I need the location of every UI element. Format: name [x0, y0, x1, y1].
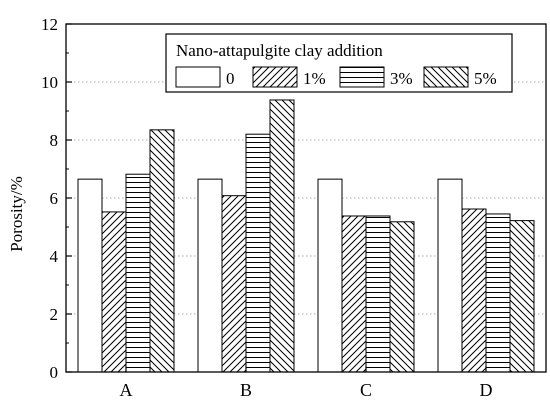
legend-title: Nano-attapulgite clay addition: [176, 41, 383, 60]
bar-C-0: [317, 178, 343, 373]
bar-A-3%: [125, 173, 151, 373]
legend-swatch-0: [175, 66, 221, 88]
y-axis-label: Porosity/%: [7, 176, 26, 252]
y-tick-label: 0: [50, 363, 59, 382]
axes: 0 2 4 6 8 10 12 A B C D: [41, 15, 547, 400]
legend-label-3%: 3%: [390, 69, 413, 88]
x-tick-label: D: [480, 380, 493, 400]
bar-A-1%: [101, 211, 127, 373]
legend-label-1%: 1%: [303, 69, 326, 88]
legend-label-5%: 5%: [474, 69, 497, 88]
bar-B-0: [197, 178, 223, 373]
bar-C-5%: [389, 221, 415, 373]
legend-swatch-1%: [252, 66, 298, 88]
bar-B-1%: [221, 195, 247, 373]
x-tick-label: A: [120, 380, 133, 400]
y-tick-label: 2: [50, 305, 59, 324]
bar-D-0: [437, 178, 463, 373]
bar-B-5%: [269, 99, 295, 373]
bar-D-5%: [509, 220, 535, 373]
bar-D-3%: [485, 213, 511, 373]
legend-swatch-5%: [423, 66, 469, 88]
y-tick-label: 4: [50, 247, 59, 266]
x-tick-label: B: [240, 380, 252, 400]
y-tick-label: 10: [41, 73, 58, 92]
bar-A-0: [77, 178, 103, 373]
y-tick-label: 6: [50, 189, 59, 208]
y-tick-label: 12: [41, 15, 58, 34]
bar-A-5%: [149, 129, 175, 373]
bar-C-1%: [341, 215, 367, 373]
legend-swatch-3%: [339, 66, 385, 88]
legend: Nano-attapulgite clay addition 0 1% 3% 5%: [165, 33, 513, 93]
y-tick-label: 8: [50, 131, 59, 150]
bar-D-1%: [461, 208, 487, 373]
bar-B-3%: [245, 133, 271, 373]
bars: [77, 99, 535, 373]
bar-C-3%: [365, 215, 391, 373]
x-tick-label: C: [360, 380, 372, 400]
legend-label-0: 0: [226, 69, 235, 88]
